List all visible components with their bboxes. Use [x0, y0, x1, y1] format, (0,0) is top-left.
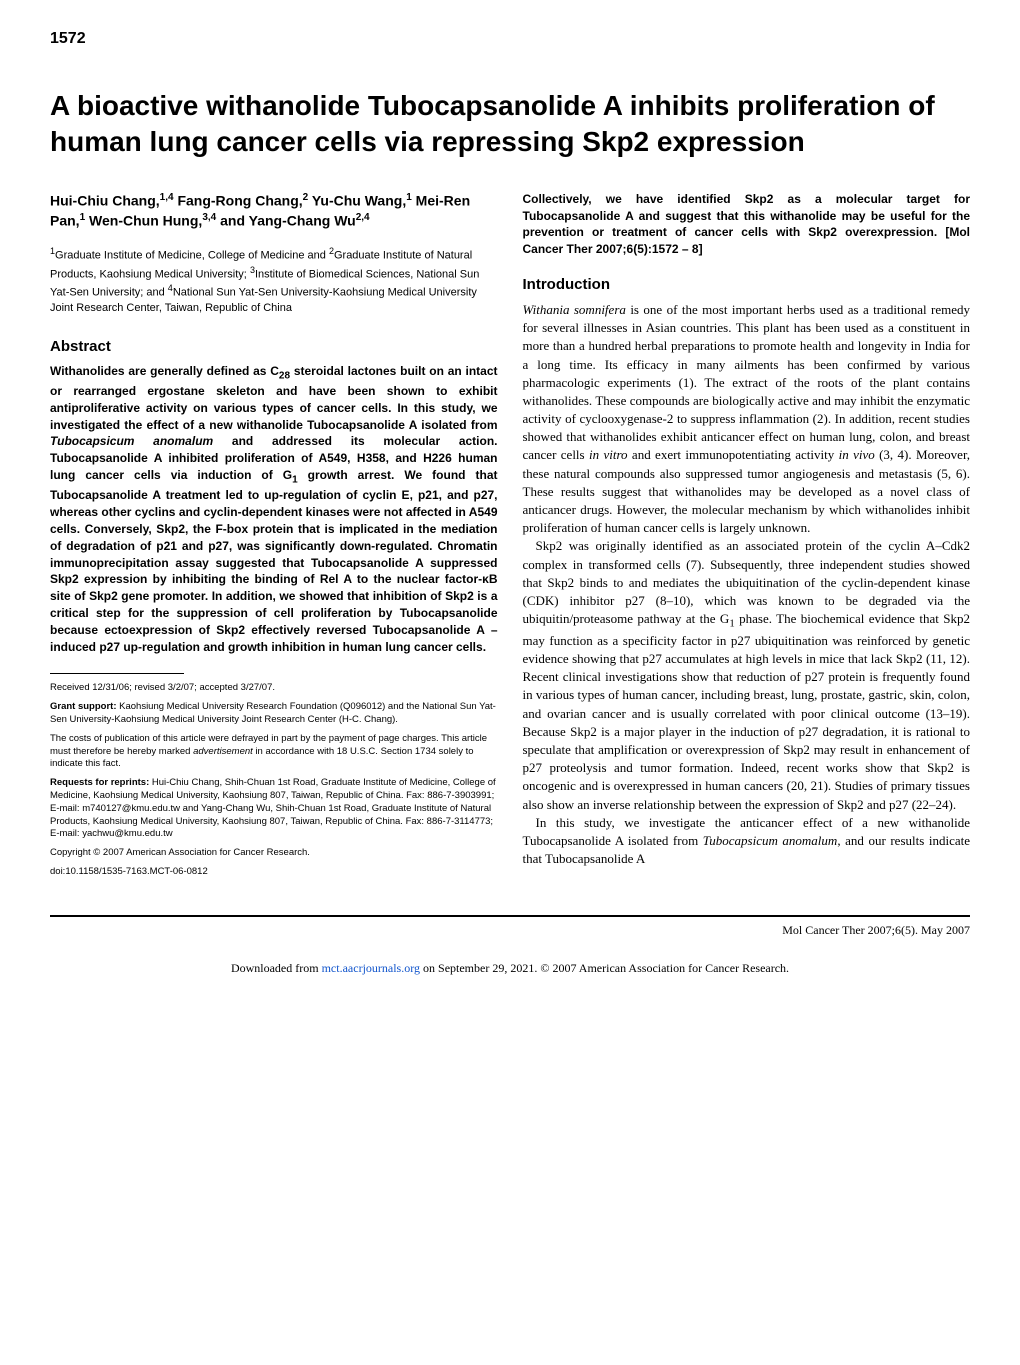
- introduction-heading: Introduction: [523, 276, 971, 293]
- journal-footer: Mol Cancer Ther 2007;6(5). May 2007: [50, 923, 970, 938]
- footnote-doi: doi:10.1158/1535-7163.MCT-06-0812: [50, 866, 498, 879]
- abstract-continuation: Collectively, we have identified Skp2 as…: [523, 191, 971, 258]
- intro-paragraph-3: In this study, we investigate the antica…: [523, 814, 971, 869]
- footnote-received: Received 12/31/06; revised 3/2/07; accep…: [50, 682, 498, 695]
- introduction-body: Withania somnifera is one of the most im…: [523, 301, 971, 868]
- authors-list: Hui-Chiu Chang,1,4 Fang-Rong Chang,2 Yu-…: [50, 191, 498, 232]
- article-title: A bioactive withanolide Tubocapsanolide …: [50, 88, 970, 161]
- right-column: Collectively, we have identified Skp2 as…: [523, 191, 971, 885]
- page-number: 1572: [50, 30, 970, 48]
- download-link[interactable]: mct.aacrjournals.org: [322, 961, 420, 975]
- footnote-rule: [50, 673, 184, 674]
- affiliations: 1Graduate Institute of Medicine, College…: [50, 245, 498, 315]
- two-column-layout: Hui-Chiu Chang,1,4 Fang-Rong Chang,2 Yu-…: [50, 191, 970, 885]
- left-column: Hui-Chiu Chang,1,4 Fang-Rong Chang,2 Yu-…: [50, 191, 498, 885]
- download-suffix: on September 29, 2021. © 2007 American A…: [420, 961, 789, 975]
- footnote-reprints: Requests for reprints: Hui-Chiu Chang, S…: [50, 777, 498, 841]
- footnotes-block: Received 12/31/06; revised 3/2/07; accep…: [50, 682, 498, 879]
- download-prefix: Downloaded from: [231, 961, 322, 975]
- footnote-grant: Grant support: Kaohsiung Medical Univers…: [50, 701, 498, 727]
- intro-paragraph-2: Skp2 was originally identified as an ass…: [523, 537, 971, 813]
- footer-rule: [50, 915, 970, 917]
- abstract-heading: Abstract: [50, 338, 498, 355]
- footnote-copyright: Copyright © 2007 American Association fo…: [50, 847, 498, 860]
- download-note: Downloaded from mct.aacrjournals.org on …: [50, 960, 970, 976]
- footnote-costs: The costs of publication of this article…: [50, 733, 498, 771]
- intro-paragraph-1: Withania somnifera is one of the most im…: [523, 301, 971, 537]
- abstract-body: Withanolides are generally defined as C2…: [50, 363, 498, 656]
